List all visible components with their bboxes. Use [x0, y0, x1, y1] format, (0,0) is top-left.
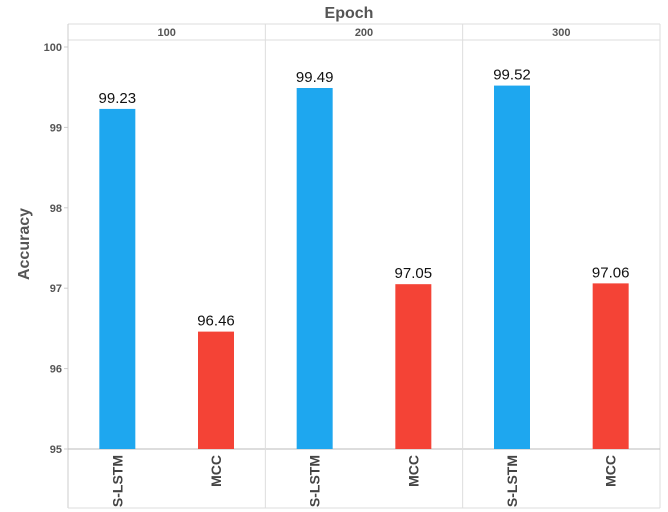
category-label: S-LSTM: [504, 455, 520, 507]
data-label: 99.52: [493, 67, 531, 84]
category-label: MCC: [603, 455, 619, 487]
category-label: MCC: [405, 455, 421, 487]
data-label: 96.46: [197, 313, 235, 330]
y-tick-label: 97: [50, 283, 62, 295]
bar: [296, 88, 333, 449]
bars-layer: [99, 85, 629, 450]
labels-layer: 95 96 97 98 99 100 100 99.23 S-LSTM 96.46 MCC 200 99…: [44, 27, 630, 507]
bar: [198, 331, 234, 449]
data-label: 97.05: [395, 265, 433, 282]
x-axis-title: Epoch: [325, 5, 374, 22]
bar: [99, 108, 136, 450]
y-tick-label: 100: [44, 42, 62, 54]
y-tick-label: 95: [50, 444, 62, 456]
data-label: 99.23: [99, 90, 137, 107]
y-tick-label: 99: [50, 122, 62, 134]
y-tick-label: 96: [50, 364, 62, 376]
bar: [592, 283, 629, 449]
category-label: MCC: [208, 455, 224, 487]
data-label: 97.06: [592, 264, 630, 281]
group-label: 300: [552, 27, 570, 39]
group-label: 100: [157, 27, 175, 39]
bar: [494, 85, 530, 449]
data-label: 99.49: [296, 69, 334, 86]
grid-layer: [64, 23, 661, 509]
group-label: 200: [355, 27, 373, 39]
bar: [395, 284, 432, 449]
category-label: S-LSTM: [307, 455, 323, 507]
category-label: S-LSTM: [109, 455, 125, 507]
y-axis-title: Accuracy: [16, 208, 33, 280]
y-tick-label: 98: [50, 203, 62, 215]
